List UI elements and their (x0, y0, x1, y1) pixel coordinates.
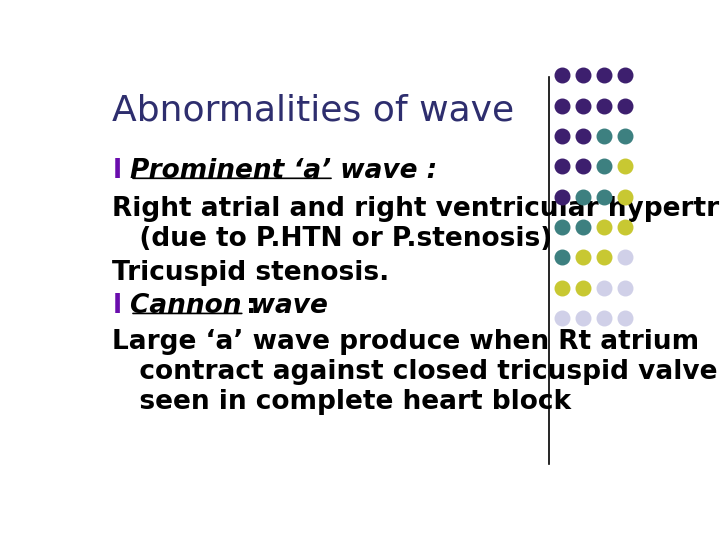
Point (556, 253, 567, 262)
Point (577, 101, 588, 110)
Point (619, 314, 631, 322)
Point (577, 162, 588, 171)
Point (577, 222, 588, 231)
Point (577, 71, 588, 79)
Text: contract against closed tricuspid valve. This: contract against closed tricuspid valve.… (112, 359, 720, 385)
Point (598, 101, 610, 110)
Text: Right atrial and right ventricular hypertrophy: Right atrial and right ventricular hyper… (112, 196, 720, 222)
Point (556, 314, 567, 322)
Point (619, 71, 631, 79)
Point (598, 192, 610, 201)
Point (619, 222, 631, 231)
Text: seen in complete heart block: seen in complete heart block (112, 389, 572, 415)
Text: l: l (112, 294, 122, 320)
Point (598, 162, 610, 171)
Point (598, 71, 610, 79)
Text: Tricuspid stenosis.: Tricuspid stenosis. (112, 260, 390, 286)
Text: :: : (246, 294, 257, 320)
Point (598, 253, 610, 262)
Point (577, 284, 588, 292)
Point (598, 222, 610, 231)
Point (556, 284, 567, 292)
Text: l: l (112, 158, 122, 184)
Text: Cannon wave: Cannon wave (130, 294, 328, 320)
Point (556, 162, 567, 171)
Point (556, 71, 567, 79)
Text: (due to P.HTN or P.stenosis): (due to P.HTN or P.stenosis) (112, 226, 552, 252)
Point (577, 192, 588, 201)
Point (556, 192, 567, 201)
Point (577, 253, 588, 262)
Text: Prominent ‘a’ wave :: Prominent ‘a’ wave : (130, 158, 437, 184)
Point (619, 101, 631, 110)
Point (619, 132, 631, 140)
Text: Large ‘a’ wave produce when Rt atrium: Large ‘a’ wave produce when Rt atrium (112, 329, 699, 355)
Point (619, 192, 631, 201)
Point (598, 284, 610, 292)
Point (619, 162, 631, 171)
Text: Abnormalities of wave: Abnormalities of wave (112, 94, 515, 128)
Point (598, 314, 610, 322)
Point (619, 253, 631, 262)
Point (556, 132, 567, 140)
Point (577, 132, 588, 140)
Point (598, 132, 610, 140)
Point (556, 222, 567, 231)
Point (577, 314, 588, 322)
Point (556, 101, 567, 110)
Point (619, 284, 631, 292)
